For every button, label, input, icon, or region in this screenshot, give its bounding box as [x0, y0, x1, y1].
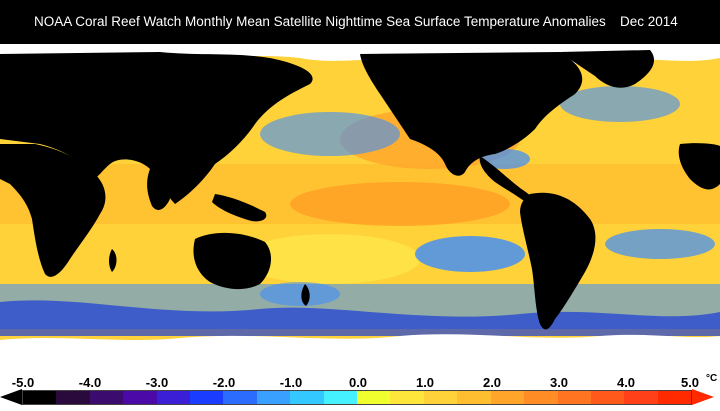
land-eurasia	[0, 52, 313, 204]
land-greenland	[560, 50, 655, 88]
colorbar-segment	[323, 391, 358, 404]
colorbar-segment	[156, 391, 191, 404]
colorbar-segment	[223, 391, 257, 404]
land-madagascar	[109, 249, 117, 272]
land-se-asia-islands	[212, 194, 267, 222]
colorbar-segment	[557, 391, 591, 404]
land-central-america	[479, 156, 535, 204]
colorbar-segment	[190, 391, 224, 404]
colorbar-segment	[423, 391, 458, 404]
cool-anomaly-south-atlantic	[605, 229, 715, 259]
colorbar-segment	[390, 391, 424, 404]
colorbar-segment	[657, 391, 692, 404]
colorbar-segment	[457, 391, 491, 404]
antarctica-ice	[0, 334, 720, 372]
colorbar-segment	[624, 391, 658, 404]
colorbar-tick-label: 1.0	[415, 375, 435, 390]
land-india	[147, 169, 170, 210]
colorbar-segment	[89, 391, 124, 404]
colorbar-tick-label: -5.0	[11, 375, 35, 390]
colorbar-segment	[56, 391, 90, 404]
colorbar-tick-label: -1.0	[279, 375, 303, 390]
colorbar-segment	[490, 391, 525, 404]
cool-anomaly-north-pacific	[260, 112, 400, 156]
cool-anomaly-se-pacific	[415, 236, 525, 272]
southern-ocean-deep-cold	[0, 300, 720, 336]
colorbar-segment	[524, 391, 558, 404]
colorbar-segment	[256, 391, 291, 404]
land-africa-east	[678, 143, 720, 190]
map-date: Dec 2014	[620, 14, 678, 29]
land-africa	[0, 144, 106, 277]
colorbar-segment	[290, 391, 324, 404]
colorbar-tick-label: 4.0	[616, 375, 636, 390]
colorbar-tick-label: 0.0	[348, 375, 368, 390]
colorbar-tick-label: -4.0	[78, 375, 102, 390]
land-north-america	[360, 52, 583, 176]
colorbar-units: °C	[706, 373, 718, 384]
neutral-anomaly-area	[240, 234, 420, 284]
colorbar-segment	[123, 391, 157, 404]
land-australia	[193, 232, 272, 290]
colorbar-high-arrow	[692, 389, 714, 405]
land-new-zealand	[301, 284, 310, 306]
colorbar-tick-label: 3.0	[549, 375, 569, 390]
colorbar-tick-label: -2.0	[212, 375, 236, 390]
colorbar-tick-label: 5.0	[680, 375, 700, 390]
land-south-america	[520, 192, 596, 330]
warm-anomaly-central-pacific	[290, 182, 510, 226]
colorbar-segment	[590, 391, 625, 404]
sst-anomaly-map	[0, 44, 720, 372]
colorbar-low-arrow	[0, 389, 22, 405]
colorbar-tick-label: -3.0	[145, 375, 169, 390]
colorbar-gradient	[22, 390, 692, 405]
map-title-bar: NOAA Coral Reef Watch Monthly Mean Satel…	[0, 0, 720, 44]
colorbar-tick-label: 2.0	[482, 375, 502, 390]
cool-anomaly-north-atlantic	[560, 86, 680, 122]
world-map-svg	[0, 44, 720, 372]
colorbar-segment	[23, 391, 57, 404]
map-title: NOAA Coral Reef Watch Monthly Mean Satel…	[34, 14, 606, 29]
colorbar-segment	[357, 391, 391, 404]
